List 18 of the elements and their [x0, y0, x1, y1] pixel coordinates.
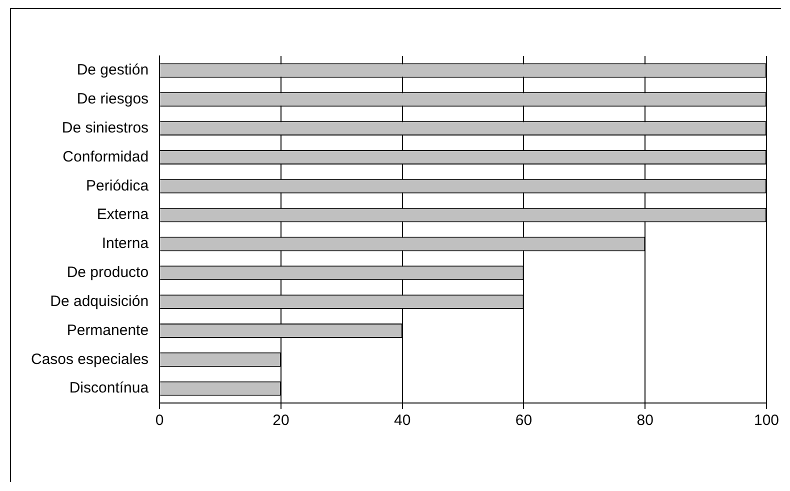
y-tick-label: Casos especiales [31, 350, 149, 368]
y-tick-label: De riesgos [76, 90, 149, 108]
x-tick-label: 80 [636, 412, 654, 430]
y-tick-label: Periódica [86, 177, 150, 194]
y-tick-label: De producto [66, 264, 149, 282]
x-tick-label: 20 [272, 412, 290, 430]
y-tick-label: Discontínua [69, 380, 150, 397]
y-tick-label: Conformidad [62, 148, 149, 166]
y-tick-label: De adquisición [50, 292, 149, 310]
y-tick-label: Externa [96, 206, 150, 224]
x-tick-label: 60 [515, 412, 532, 430]
y-tick-label: Interna [102, 235, 150, 252]
x-tick-label: 0 [155, 412, 164, 430]
x-tick-label: 40 [394, 412, 411, 430]
x-tick-label: 100 [754, 412, 779, 430]
y-tick-label: De gestión [76, 62, 149, 79]
y-tick-label: De siniestros [62, 119, 149, 136]
y-tick-label: Permanente [66, 322, 149, 339]
